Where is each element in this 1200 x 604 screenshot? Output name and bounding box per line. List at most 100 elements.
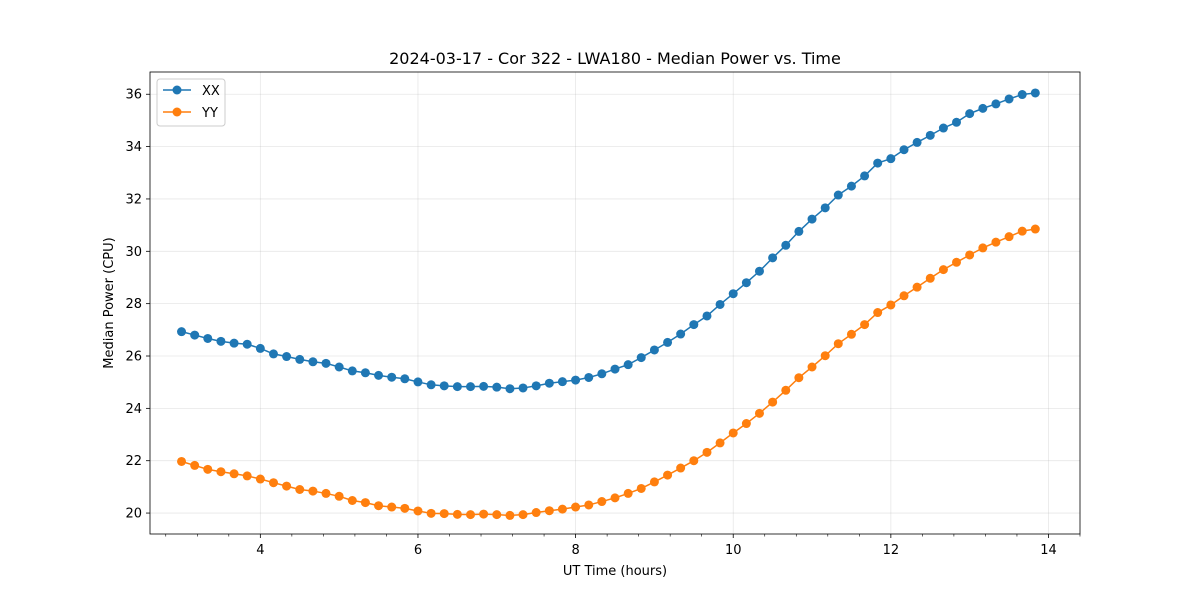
y-tick-label: 32 — [125, 192, 142, 207]
data-point-xx — [400, 374, 410, 384]
data-point-xx — [991, 99, 1001, 109]
data-point-yy — [387, 502, 397, 512]
data-point-yy — [636, 483, 646, 493]
data-point-xx — [676, 329, 686, 339]
data-point-xx — [544, 378, 554, 388]
data-point-yy — [216, 467, 226, 477]
axes: 4 6 8 10 12 14 20 22 24 26 28 30 32 34 36 — [125, 88, 1081, 558]
data-point-yy — [925, 273, 935, 283]
y-tick-label: 22 — [125, 454, 142, 469]
data-point-xx — [229, 338, 239, 348]
data-point-yy — [255, 474, 265, 484]
data-point-xx — [938, 123, 948, 133]
data-point-yy — [754, 408, 764, 418]
data-point-xx — [1017, 90, 1027, 100]
x-tick-label: 4 — [256, 543, 264, 558]
data-point-yy — [203, 464, 213, 474]
data-point-yy — [676, 463, 686, 473]
y-tick-label: 26 — [125, 350, 142, 365]
data-point-yy — [177, 456, 187, 466]
x-tick-label: 14 — [1040, 543, 1057, 558]
data-point-yy — [952, 257, 961, 267]
data-point-yy — [663, 470, 673, 480]
data-point-xx — [794, 226, 804, 236]
data-point-yy — [400, 503, 410, 513]
data-point-xx — [689, 320, 699, 330]
data-point-xx — [439, 381, 449, 391]
data-point-yy — [295, 485, 305, 494]
legend-marker-yy — [172, 107, 182, 117]
data-point-xx — [715, 299, 725, 309]
data-point-yy — [1030, 224, 1040, 234]
data-point-xx — [820, 203, 830, 213]
data-point-xx — [190, 330, 200, 340]
data-point-yy — [649, 477, 659, 487]
legend-marker-xx — [172, 85, 182, 95]
data-point-yy — [466, 510, 476, 520]
data-point-yy — [571, 502, 581, 512]
data-point-yy — [978, 243, 988, 253]
data-point-yy — [597, 497, 607, 507]
data-point-yy — [229, 469, 239, 479]
data-point-xx — [860, 171, 870, 181]
data-point-yy — [623, 488, 633, 498]
data-point-yy — [334, 491, 344, 501]
data-point-xx — [255, 343, 265, 353]
data-point-xx — [492, 382, 502, 392]
data-point-xx — [965, 109, 975, 119]
data-point-yy — [518, 510, 528, 520]
data-point-xx — [925, 130, 935, 140]
data-point-xx — [649, 345, 659, 355]
data-point-xx — [557, 377, 567, 387]
data-point-xx — [899, 145, 909, 155]
data-point-yy — [741, 419, 751, 429]
data-point-yy — [820, 351, 830, 361]
data-point-yy — [938, 265, 948, 275]
y-tick-label: 20 — [125, 507, 142, 522]
data-point-xx — [308, 357, 318, 367]
x-tick-label: 12 — [883, 543, 900, 558]
data-point-xx — [269, 349, 278, 359]
y-tick-label: 28 — [125, 297, 142, 312]
x-tick-label: 6 — [414, 543, 422, 558]
data-point-xx — [952, 117, 961, 127]
data-point-xx — [282, 352, 292, 362]
data-point-yy — [715, 438, 725, 448]
data-point-xx — [623, 360, 633, 370]
data-point-yy — [610, 493, 620, 503]
data-point-xx — [242, 339, 252, 349]
data-point-xx — [387, 372, 397, 382]
legend-label-yy: YY — [201, 106, 218, 121]
data-point-xx — [636, 353, 646, 363]
data-point-xx — [754, 266, 764, 276]
data-point-yy — [584, 500, 594, 510]
y-tick-label: 30 — [125, 245, 142, 260]
data-point-yy — [544, 506, 554, 516]
data-point-xx — [886, 154, 896, 164]
legend-label-xx: XX — [202, 84, 220, 99]
data-point-xx — [518, 383, 528, 393]
plot-area-background — [150, 72, 1080, 534]
data-point-xx — [610, 364, 620, 374]
data-point-yy — [833, 339, 843, 349]
data-point-xx — [216, 336, 226, 346]
x-axis-label: UT Time (hours) — [563, 564, 667, 579]
data-point-xx — [781, 240, 791, 250]
data-point-yy — [768, 397, 778, 407]
data-point-xx — [597, 369, 607, 379]
data-point-xx — [479, 381, 489, 391]
data-point-xx — [347, 366, 357, 376]
data-point-xx — [360, 368, 370, 378]
data-point-yy — [374, 501, 384, 511]
data-point-yy — [360, 498, 370, 508]
legend: XX YY — [156, 78, 226, 127]
x-tick-label: 10 — [725, 543, 742, 558]
data-point-xx — [741, 278, 751, 288]
data-point-xx — [833, 190, 843, 200]
data-point-xx — [663, 337, 673, 347]
data-point-yy — [965, 250, 975, 260]
data-point-xx — [426, 380, 436, 390]
data-point-xx — [177, 327, 187, 337]
y-tick-label: 34 — [125, 140, 142, 155]
y-tick-label: 24 — [125, 402, 142, 417]
